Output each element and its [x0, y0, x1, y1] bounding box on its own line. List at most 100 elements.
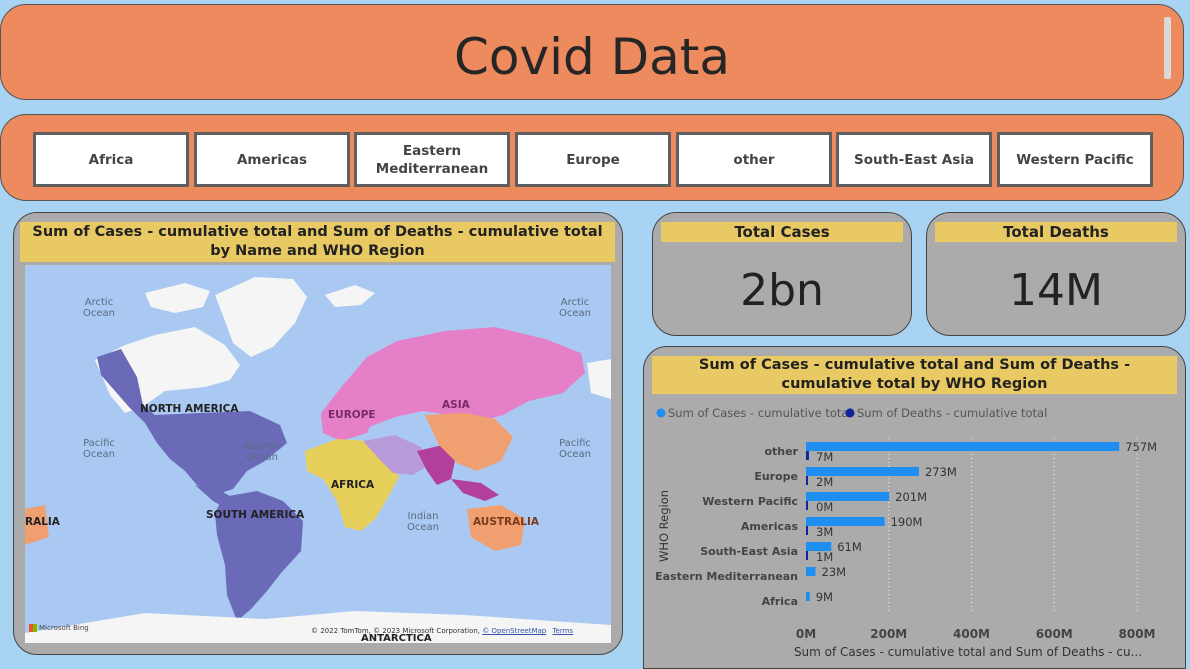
label-arctic-ocean-left: Arctic Ocean: [83, 297, 115, 319]
y-category-label: Americas: [741, 520, 799, 533]
region-slicer: Africa Americas Eastern Mediterranean Eu…: [0, 114, 1184, 201]
china-shape: [425, 413, 513, 471]
y-category-label: Europe: [754, 470, 798, 483]
arctic-islands-shape: [145, 283, 210, 313]
data-label-cases: 201M: [895, 490, 927, 504]
y-category-label: Africa: [762, 595, 798, 608]
x-tick-label: 600M: [1036, 627, 1073, 641]
slicer-button-other[interactable]: other: [676, 132, 832, 187]
eastern-mediterranean-shape: [363, 435, 429, 475]
slicer-button-south-east-asia[interactable]: South-East Asia: [836, 132, 992, 187]
label-atlantic-ocean: Atlantic Ocean: [242, 441, 282, 463]
bar-deaths: [806, 476, 808, 485]
legend-marker-1: [845, 408, 855, 418]
osm-link[interactable]: © OpenStreetMap: [482, 627, 547, 635]
bar-cases: [806, 467, 919, 476]
north-america-shape: [97, 349, 287, 493]
bing-logo: Microsoft Bing: [29, 624, 89, 632]
page-title: Covid Data: [453, 28, 730, 86]
bar-deaths: [806, 501, 808, 510]
label-arctic-ocean-right: Arctic Ocean: [559, 297, 591, 319]
south-america-shape: [215, 491, 303, 621]
bar-chart-title: Sum of Cases - cumulative total and Sum …: [652, 356, 1177, 394]
y-category-label: Eastern Mediterranean: [655, 570, 798, 583]
terms-link[interactable]: Terms: [552, 627, 574, 635]
data-label-cases: 273M: [925, 465, 957, 479]
bar-cases: [806, 592, 810, 601]
africa-shape: [305, 439, 399, 531]
kpi-total-deaths-card: Total Deaths 14M: [926, 212, 1186, 336]
data-label-deaths: 7M: [816, 450, 833, 464]
bar-cases: [806, 517, 885, 526]
slicer-button-eastern-mediterranean[interactable]: Eastern Mediterranean: [354, 132, 510, 187]
x-tick-label: 800M: [1119, 627, 1156, 641]
y-category-label: South-East Asia: [700, 545, 798, 558]
y-category-label: other: [764, 445, 798, 458]
label-north-america: NORTH AMERICA: [140, 403, 239, 415]
data-label-deaths: 1M: [816, 550, 833, 564]
kpi-total-cases-label: Total Cases: [661, 222, 903, 242]
y-category-label: Western Pacific: [702, 495, 798, 508]
antarctica-shape: [25, 611, 611, 643]
svalbard-shape: [325, 285, 375, 307]
world-map[interactable]: Arctic Ocean Arctic Ocean Pacific Ocean …: [25, 265, 611, 643]
bar-cases: [806, 492, 890, 501]
label-asia: ASIA: [442, 399, 470, 411]
slicer-button-americas[interactable]: Americas: [194, 132, 350, 187]
x-tick-label: 200M: [870, 627, 907, 641]
kpi-total-deaths-value: 14M: [1009, 265, 1103, 316]
data-label-deaths: 2M: [816, 475, 833, 489]
x-tick-label: 400M: [953, 627, 990, 641]
kpi-total-cases-value: 2bn: [740, 265, 824, 316]
indonesia-shape: [451, 479, 499, 501]
bar-chart-panel: Sum of Cases - cumulative total and Sum …: [643, 346, 1186, 669]
label-south-america: SOUTH AMERICA: [206, 509, 305, 521]
label-australia: AUSTRALIA: [473, 516, 539, 528]
bing-text: Microsoft Bing: [39, 624, 89, 632]
data-label-cases: 190M: [891, 515, 923, 529]
data-label-cases: 61M: [837, 540, 862, 554]
data-label-deaths: 3M: [816, 525, 833, 539]
label-australia-left: RALIA: [25, 516, 60, 528]
header-banner: Covid Data: [0, 4, 1184, 100]
y-axis-title: WHO Region: [657, 490, 671, 562]
australia-left-edge-shape: [25, 505, 49, 545]
label-antarctica: ANTARCTICA: [361, 633, 432, 643]
kpi-total-cases-card: Total Cases 2bn: [652, 212, 912, 336]
bar-cases: [806, 542, 832, 551]
bar-cases: [806, 567, 816, 576]
bar-deaths: [806, 526, 808, 535]
copyright-text: © 2022 TomTom, © 2023 Microsoft Corporat…: [311, 627, 481, 635]
legend-label-1: Sum of Deaths - cumulative total: [857, 406, 1047, 420]
data-label-cases: 9M: [816, 590, 833, 604]
australia-shape: [467, 505, 525, 551]
scrollbar-thumb[interactable]: [1164, 17, 1171, 79]
legend-label-0: Sum of Cases - cumulative total: [668, 406, 852, 420]
bar-deaths: [806, 451, 809, 460]
label-pacific-ocean-right: Pacific Ocean: [559, 438, 591, 460]
label-africa: AFRICA: [331, 479, 375, 491]
slicer-button-western-pacific[interactable]: Western Pacific: [997, 132, 1153, 187]
bar-cases: [806, 442, 1120, 451]
slicer-button-africa[interactable]: Africa: [33, 132, 189, 187]
slicer-button-europe[interactable]: Europe: [515, 132, 671, 187]
south-east-asia-shape: [417, 445, 455, 485]
western-europe-shape: [321, 401, 375, 441]
x-axis-title: Sum of Cases - cumulative total and Sum …: [794, 645, 1142, 659]
greenland-shape: [215, 277, 307, 357]
label-pacific-ocean-left: Pacific Ocean: [83, 438, 115, 460]
alaska-right-shape: [587, 359, 611, 399]
kpi-total-deaths-label: Total Deaths: [935, 222, 1177, 242]
label-europe: EUROPE: [328, 409, 376, 421]
data-label-cases: 23M: [822, 565, 847, 579]
data-label-deaths: 0M: [816, 500, 833, 514]
x-tick-label: 0M: [796, 627, 816, 641]
europe-russia-shape: [321, 327, 585, 433]
map-title: Sum of Cases - cumulative total and Sum …: [20, 222, 615, 262]
microsoft-logo-icon: [29, 624, 37, 632]
data-label-cases: 757M: [1125, 440, 1157, 454]
map-svg: [25, 265, 611, 643]
legend-marker-0: [656, 408, 666, 418]
label-indian-ocean: Indian Ocean: [407, 511, 439, 533]
bar-chart-svg[interactable]: Sum of Cases - cumulative total Sum of De…: [643, 346, 1186, 669]
